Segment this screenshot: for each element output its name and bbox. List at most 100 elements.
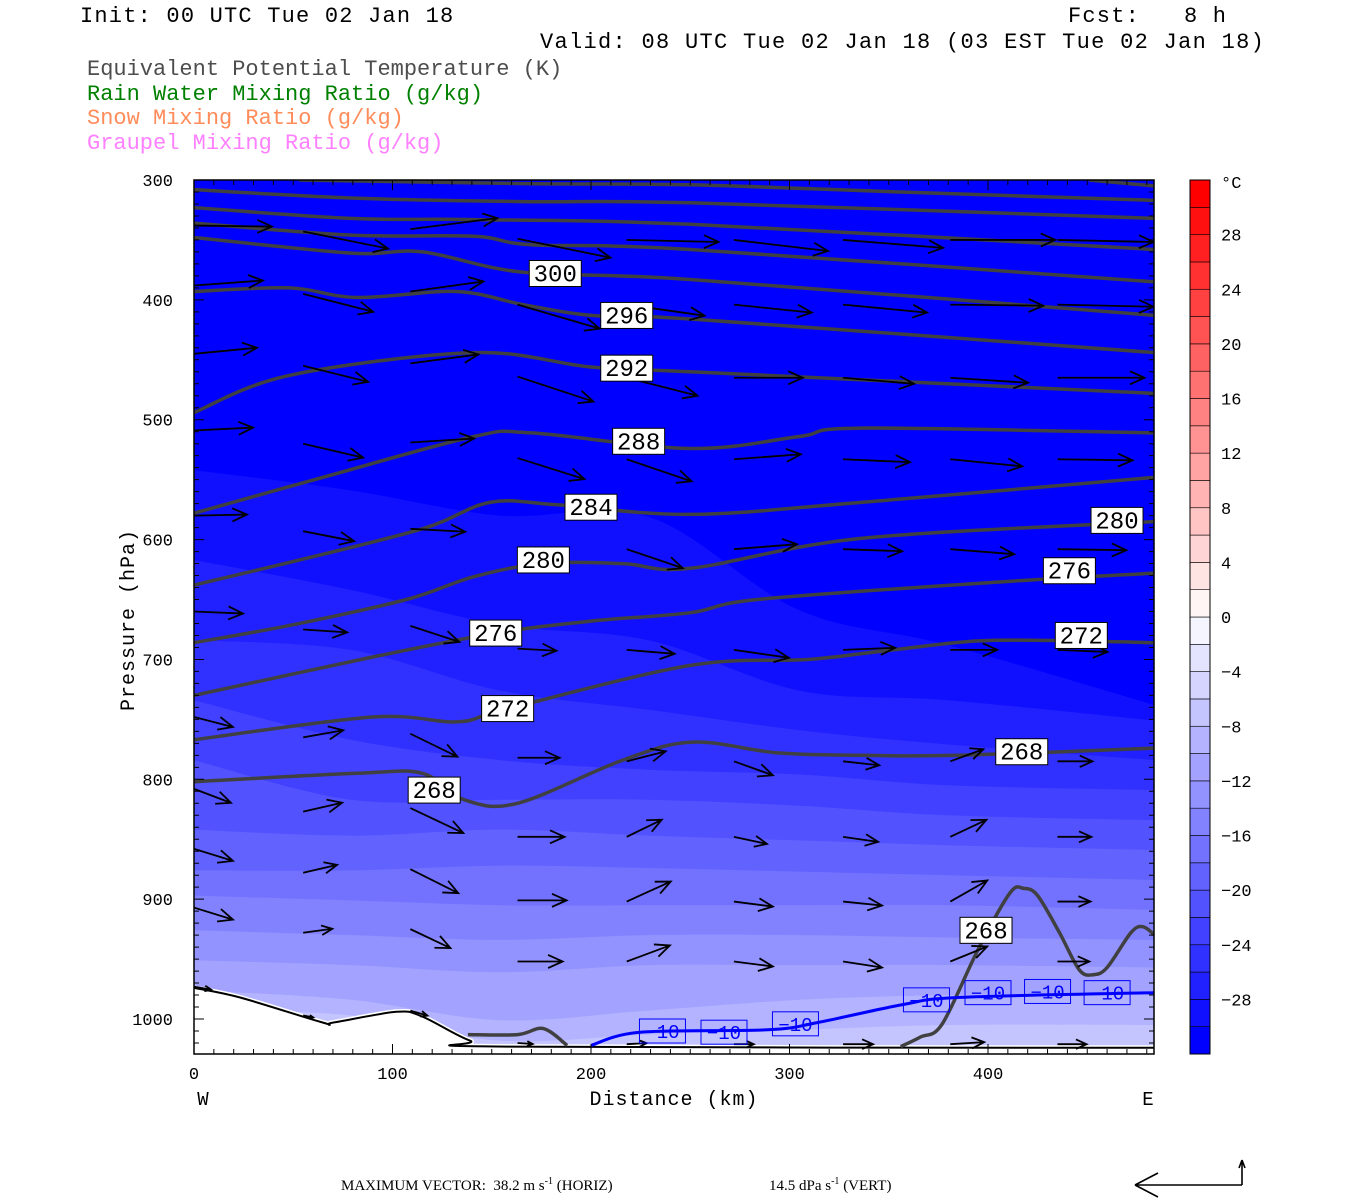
east-label: E — [1142, 1089, 1153, 1111]
theta-e-contour — [194, 740, 1154, 809]
colorbar-tick-label: 28 — [1221, 228, 1241, 247]
vert-tag: (VERT) — [843, 1178, 892, 1194]
vert-value: 14.5 dPa s — [769, 1178, 832, 1194]
temperature-shading — [194, 180, 1154, 1054]
isotherm-label: −10 — [971, 984, 1005, 1006]
wind-vector-arrow — [949, 945, 990, 963]
theta-e-contour — [194, 205, 1154, 252]
theta-e-label-box — [564, 493, 618, 521]
colorbar-tick-label: 20 — [1221, 337, 1241, 356]
theta-e-label: 284 — [569, 496, 612, 523]
wind-vector-arrow — [626, 645, 677, 660]
wind-vector-arrow — [410, 1009, 430, 1018]
axis-ticks — [193, 179, 1154, 1054]
colorbar-tick-label: 4 — [1221, 555, 1231, 574]
y-tick-label: 1000 — [132, 1012, 173, 1031]
wind-vector-arrow — [626, 880, 673, 903]
wind-vector-arrow — [517, 457, 587, 482]
isotherm-label: −10 — [1030, 982, 1064, 1004]
wind-vector-arrow — [949, 818, 989, 838]
colorbar-tick-label: −12 — [1221, 774, 1252, 793]
legend-graupel: Graupel Mixing Ratio (g/kg) — [87, 131, 444, 156]
wind-vector-arrow — [302, 230, 391, 254]
isotherm-label: −10 — [909, 991, 943, 1013]
wind-vector-arrow — [843, 454, 913, 469]
wind-vector-arrow — [733, 897, 776, 912]
wind-vectors — [194, 212, 1154, 1050]
wind-vector-arrow — [302, 364, 371, 386]
colorbar-bin — [1189, 807, 1211, 836]
theta-e-label-box — [528, 259, 582, 287]
y-tick-label: 400 — [142, 293, 173, 312]
isotherm-label: −10 — [778, 1015, 812, 1037]
theta-e-contour — [194, 638, 1154, 742]
theta-e-contour — [299, 180, 1154, 203]
colorbar-bin — [1189, 862, 1211, 891]
plot-frame — [193, 179, 1155, 1055]
theta-e-label: 288 — [617, 430, 660, 457]
theta-e-contour — [194, 571, 1154, 698]
theta-e-contours — [194, 180, 1154, 1049]
theta-e-contour — [194, 285, 1154, 355]
legend-rain-water: Rain Water Mixing Ratio (g/kg) — [87, 82, 484, 107]
isotherm-line — [590, 991, 1154, 1047]
wind-vector-arrow — [410, 276, 486, 293]
theta-e-label-box — [407, 776, 461, 804]
isotherm-label-box — [638, 1018, 686, 1044]
wind-vector-arrow — [843, 1038, 876, 1050]
x-axis-title: Distance (km) — [589, 1089, 758, 1112]
theta-e-contour — [194, 235, 1154, 318]
wind-vector-arrow — [733, 835, 770, 848]
wind-vector-arrow — [733, 448, 804, 463]
colorbar-tick-label: 12 — [1221, 446, 1241, 465]
colorbar-bin — [1189, 835, 1211, 864]
theta-e-label-box — [481, 695, 535, 723]
wind-vector-arrow — [302, 798, 345, 814]
theta-e-label-box — [600, 301, 654, 329]
colorbar-bin — [1189, 1026, 1211, 1055]
wind-vector-arrow — [194, 984, 214, 993]
axes: 300 400 500 600 700 800 900 1000 0 100 200 300 400 W E… — [118, 173, 1155, 1112]
vert-exp: -1 — [831, 1176, 840, 1187]
valid-time: Valid: 08 UTC Tue 02 Jan 18 (03 EST Tue … — [540, 30, 1266, 55]
theta-e-label: 272 — [486, 698, 529, 725]
colorbar-bin — [1189, 616, 1211, 645]
isotherm-label: −10 — [1090, 984, 1124, 1006]
wind-vector-arrow — [517, 1040, 535, 1047]
isotherm-contour — [590, 991, 1154, 1047]
colorbar-bin — [1189, 644, 1211, 672]
y-axis-title: Pressure (hPa) — [118, 529, 141, 711]
wind-vector-arrow — [194, 219, 275, 234]
wind-vector-arrow — [843, 375, 917, 390]
horiz-exp: -1 — [544, 1176, 553, 1187]
theta-e-contour — [194, 221, 1154, 284]
colorbar-bin — [1189, 889, 1211, 918]
theta-e-contour — [467, 1026, 569, 1047]
wind-vector-arrow — [626, 458, 694, 484]
isotherm-label: −10 — [645, 1022, 679, 1044]
colorbar-bin — [1189, 179, 1211, 208]
theta-e-label: 276 — [1048, 560, 1091, 587]
wind-vector-arrow — [1057, 1038, 1089, 1050]
colorbar-bin — [1189, 971, 1211, 1000]
colorbar-tick-label: −4 — [1221, 665, 1241, 684]
y-tick-label: 500 — [142, 413, 173, 432]
colorbar-bin — [1189, 343, 1211, 372]
colorbar-tick-label: −16 — [1221, 829, 1252, 848]
wind-vector-arrow — [626, 747, 668, 763]
horiz-tag: (HORIZ) — [556, 1178, 613, 1194]
colorbar-bin — [1189, 698, 1211, 727]
wind-vector-arrow — [626, 818, 664, 838]
wind-vector-arrow — [409, 732, 460, 758]
colorbar-unit: °C — [1221, 175, 1241, 194]
y-tick-label: 800 — [142, 772, 173, 791]
colorbar-bin — [1189, 780, 1211, 809]
colorbar-bin — [1189, 207, 1211, 235]
colorbar-bin — [1189, 725, 1211, 754]
wind-vector-arrow — [194, 605, 246, 621]
theta-e-contour — [194, 519, 1154, 645]
max-vector-label: MAXIMUM VECTOR: — [341, 1178, 486, 1194]
colorbar-bin — [1189, 452, 1211, 481]
wind-vector-arrow — [950, 374, 1031, 390]
